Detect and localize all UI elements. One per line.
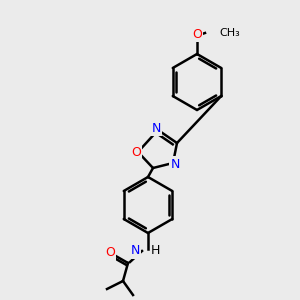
Text: O: O <box>131 146 141 158</box>
Text: N: N <box>151 122 161 134</box>
Text: CH₃: CH₃ <box>219 28 240 38</box>
Text: O: O <box>105 247 115 260</box>
Text: N: N <box>130 244 140 257</box>
Text: O: O <box>192 28 202 40</box>
Text: H: H <box>151 244 160 257</box>
Text: N: N <box>170 158 180 170</box>
